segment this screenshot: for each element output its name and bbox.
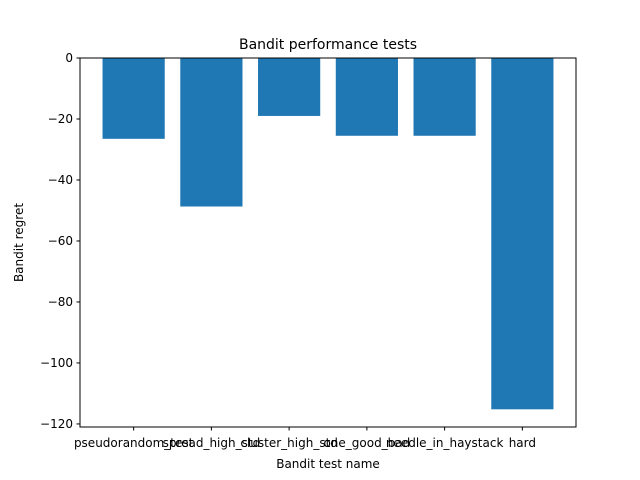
x-axis: pseudorandom_testspread_high_stdcluster_…	[74, 427, 536, 450]
bar-cluster_high_std	[258, 58, 321, 116]
y-tick-label: −60	[48, 234, 73, 248]
bar-pseudorandom_test	[102, 58, 165, 139]
y-tick-label: −40	[48, 173, 73, 187]
bars-group	[102, 58, 554, 410]
y-tick-label: −20	[48, 112, 73, 126]
y-tick-label: −120	[40, 417, 73, 431]
x-tick-label: spread_high_std	[163, 436, 261, 450]
x-tick-label: hard	[509, 436, 536, 450]
y-tick-label: −80	[48, 295, 73, 309]
y-axis: 0 −20 −40 −60 −80 −100 −120	[40, 51, 80, 431]
x-tick-label: one_good_bad	[323, 436, 410, 450]
x-tick-label: cluster_high_std	[240, 436, 338, 450]
bar-spread_high_std	[180, 58, 243, 207]
x-tick-label: pseudorandom_test	[74, 436, 194, 450]
y-tick-label: −100	[40, 356, 73, 370]
y-axis-label: Bandit regret	[12, 203, 26, 282]
bar-one_good_bad	[335, 58, 398, 136]
chart-title: Bandit performance tests	[239, 37, 417, 53]
bar-hard	[491, 58, 554, 410]
y-tick-label: 0	[65, 51, 73, 65]
plot-frame	[79, 57, 577, 428]
bar-needle_in_haystack	[413, 58, 476, 136]
x-axis-label: Bandit test name	[276, 457, 380, 471]
x-tick-label: needle_in_haystack	[386, 436, 504, 450]
